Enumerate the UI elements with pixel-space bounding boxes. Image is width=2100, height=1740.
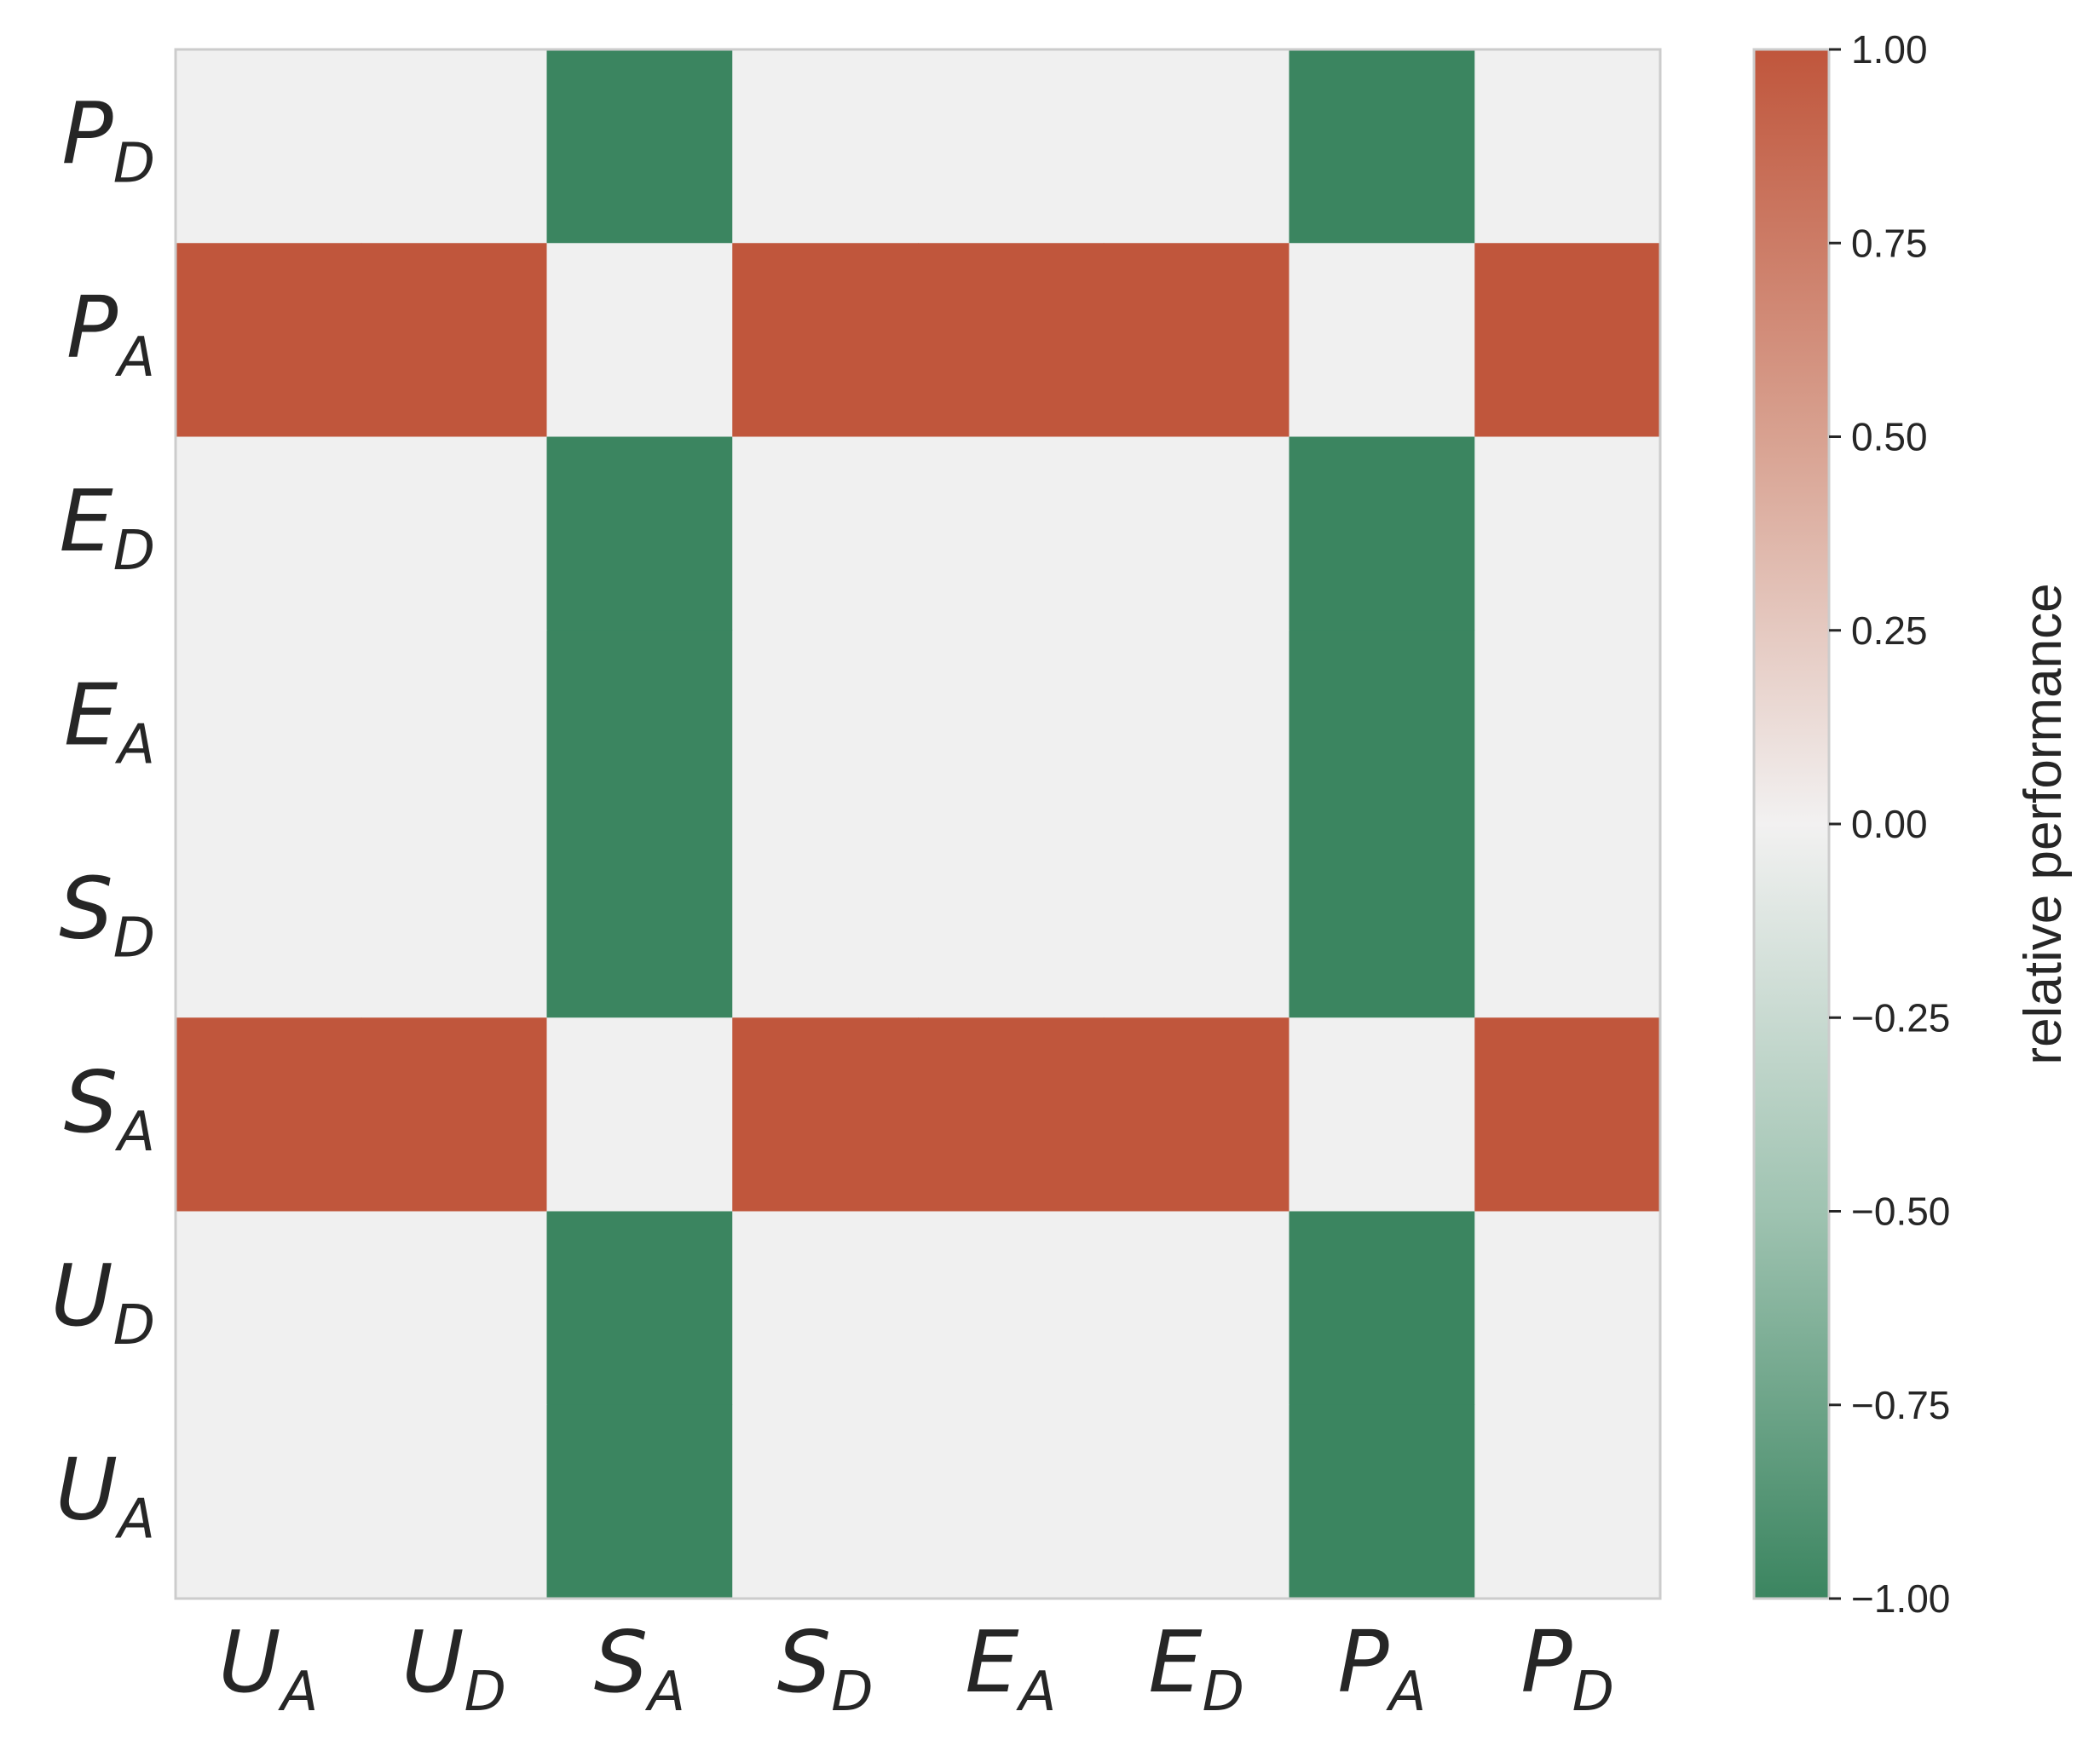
heatmap-cell (361, 824, 548, 1018)
heatmap-cell (176, 824, 362, 1018)
y-tick-label: SD (59, 859, 155, 971)
heatmap-cell (546, 824, 733, 1018)
heatmap-cell (1474, 630, 1661, 825)
heatmap-cell (176, 630, 362, 825)
heatmap-cell (1289, 243, 1475, 438)
heatmap-cell (1474, 243, 1661, 438)
heatmap-cell (1474, 436, 1661, 631)
heatmap-cell (918, 436, 1105, 631)
heatmap-cell (1474, 1211, 1661, 1406)
heatmap-cell (361, 49, 548, 244)
heatmap-cell (361, 1404, 548, 1599)
heatmap-cell (918, 1211, 1105, 1406)
x-tick-label: PA (1337, 1612, 1426, 1724)
colorbar-tick-label: −0.50 (1851, 1190, 1950, 1234)
y-tick-label: ED (60, 471, 155, 583)
heatmap-cell (1103, 436, 1290, 631)
heatmap-cell (176, 436, 362, 631)
heatmap-cell (918, 49, 1105, 244)
heatmap-cell (918, 1017, 1105, 1213)
colorbar: 1.00 0.75 0.50 0.25 0.00 −0.25 −0.50 −0.75 −1.00… (1752, 27, 2073, 1621)
heatmap-cell (1474, 1017, 1661, 1213)
heatmap-cell (1103, 49, 1290, 244)
heatmap-cells (176, 49, 1661, 1599)
colorbar-label: relative performance (2014, 583, 2073, 1064)
heatmap-cell (732, 630, 919, 825)
heatmap-cell (361, 630, 548, 825)
heatmap-cell (361, 243, 548, 438)
heatmap-cell (546, 49, 733, 244)
colorbar-tick-label: 0.75 (1851, 221, 1928, 265)
heatmap-cell (1103, 1017, 1290, 1213)
x-tick-label: SD (777, 1612, 874, 1724)
heatmap-cell (176, 1404, 362, 1599)
heatmap-cell (176, 1017, 362, 1213)
heatmap-cell (1289, 1404, 1475, 1599)
y-tick-label: PA (66, 278, 155, 389)
heatmap-cell (361, 1017, 548, 1213)
heatmap-cell (1289, 436, 1475, 631)
heatmap-cell (1474, 49, 1661, 244)
y-tick-label: UA (55, 1439, 155, 1551)
x-tick-label: PD (1520, 1612, 1614, 1724)
heatmap-cell (546, 1017, 733, 1213)
heatmap-cell (176, 243, 362, 438)
heatmap-cell (1289, 1017, 1475, 1213)
heatmap-cell (918, 824, 1105, 1018)
heatmap-cell (732, 824, 919, 1018)
heatmap-cell (1103, 824, 1290, 1018)
heatmap-cell (176, 1211, 362, 1406)
heatmap-cell (732, 243, 919, 438)
heatmap-cell (732, 436, 919, 631)
y-tick-label: UD (51, 1246, 155, 1357)
heatmap-cell (546, 1404, 733, 1599)
heatmap-cell (546, 1211, 733, 1406)
colorbar-tick-label: −1.00 (1851, 1576, 1950, 1621)
x-tick-label: SA (594, 1612, 685, 1724)
x-tick-label: UD (401, 1612, 505, 1724)
heatmap-cell (1103, 243, 1290, 438)
y-tick-labels: PD PA ED EA SD SA UD UA (51, 84, 155, 1552)
heatmap-cell (732, 1211, 919, 1406)
colorbar-tick-label: 0.25 (1851, 608, 1928, 653)
heatmap-cell (546, 630, 733, 825)
heatmap-cell (1474, 1404, 1661, 1599)
heatmap-cell (732, 49, 919, 244)
heatmap-cell (1103, 1211, 1290, 1406)
heatmap-cell (1289, 824, 1475, 1018)
x-tick-label: UA (218, 1612, 318, 1724)
heatmap-cell (1103, 1404, 1290, 1599)
colorbar-tick-label: 0.50 (1851, 415, 1928, 459)
colorbar-tick-label: −0.25 (1851, 995, 1950, 1040)
colorbar-tick-label: −0.75 (1851, 1383, 1950, 1427)
heatmap-cell (732, 1017, 919, 1213)
heatmap-cell (918, 243, 1105, 438)
heatmap-cell (546, 436, 733, 631)
colorbar-ticks: 1.00 0.75 0.50 0.25 0.00 −0.25 −0.50 −0.75 −1.00 (1829, 27, 1950, 1621)
x-tick-labels: UA UD SA SD EA ED PA PD (218, 1612, 1614, 1724)
x-tick-label: EA (965, 1612, 1056, 1724)
x-tick-label: ED (1148, 1612, 1243, 1724)
colorbar-tick-label: 0.00 (1851, 802, 1928, 846)
heatmap-cell (918, 1404, 1105, 1599)
plot-frame (174, 48, 1662, 1600)
heatmap-cell (361, 436, 548, 631)
heatmap-cell (1289, 630, 1475, 825)
heatmap-cell (732, 1404, 919, 1599)
heatmap-cell (1289, 1211, 1475, 1406)
y-tick-label: EA (64, 665, 155, 776)
y-tick-label: SA (64, 1052, 155, 1164)
heatmap-cell (1289, 49, 1475, 244)
heatmap-cell (918, 630, 1105, 825)
colorbar-tick-label: 1.00 (1851, 27, 1928, 72)
heatmap-cell (176, 49, 362, 244)
y-tick-label: PD (61, 84, 155, 196)
heatmap-cell (1103, 630, 1290, 825)
heatmap-cell (361, 1211, 548, 1406)
heatmap-cell (1474, 824, 1661, 1018)
heatmap-cell (546, 243, 733, 438)
colorbar-gradient (1752, 48, 1831, 1600)
